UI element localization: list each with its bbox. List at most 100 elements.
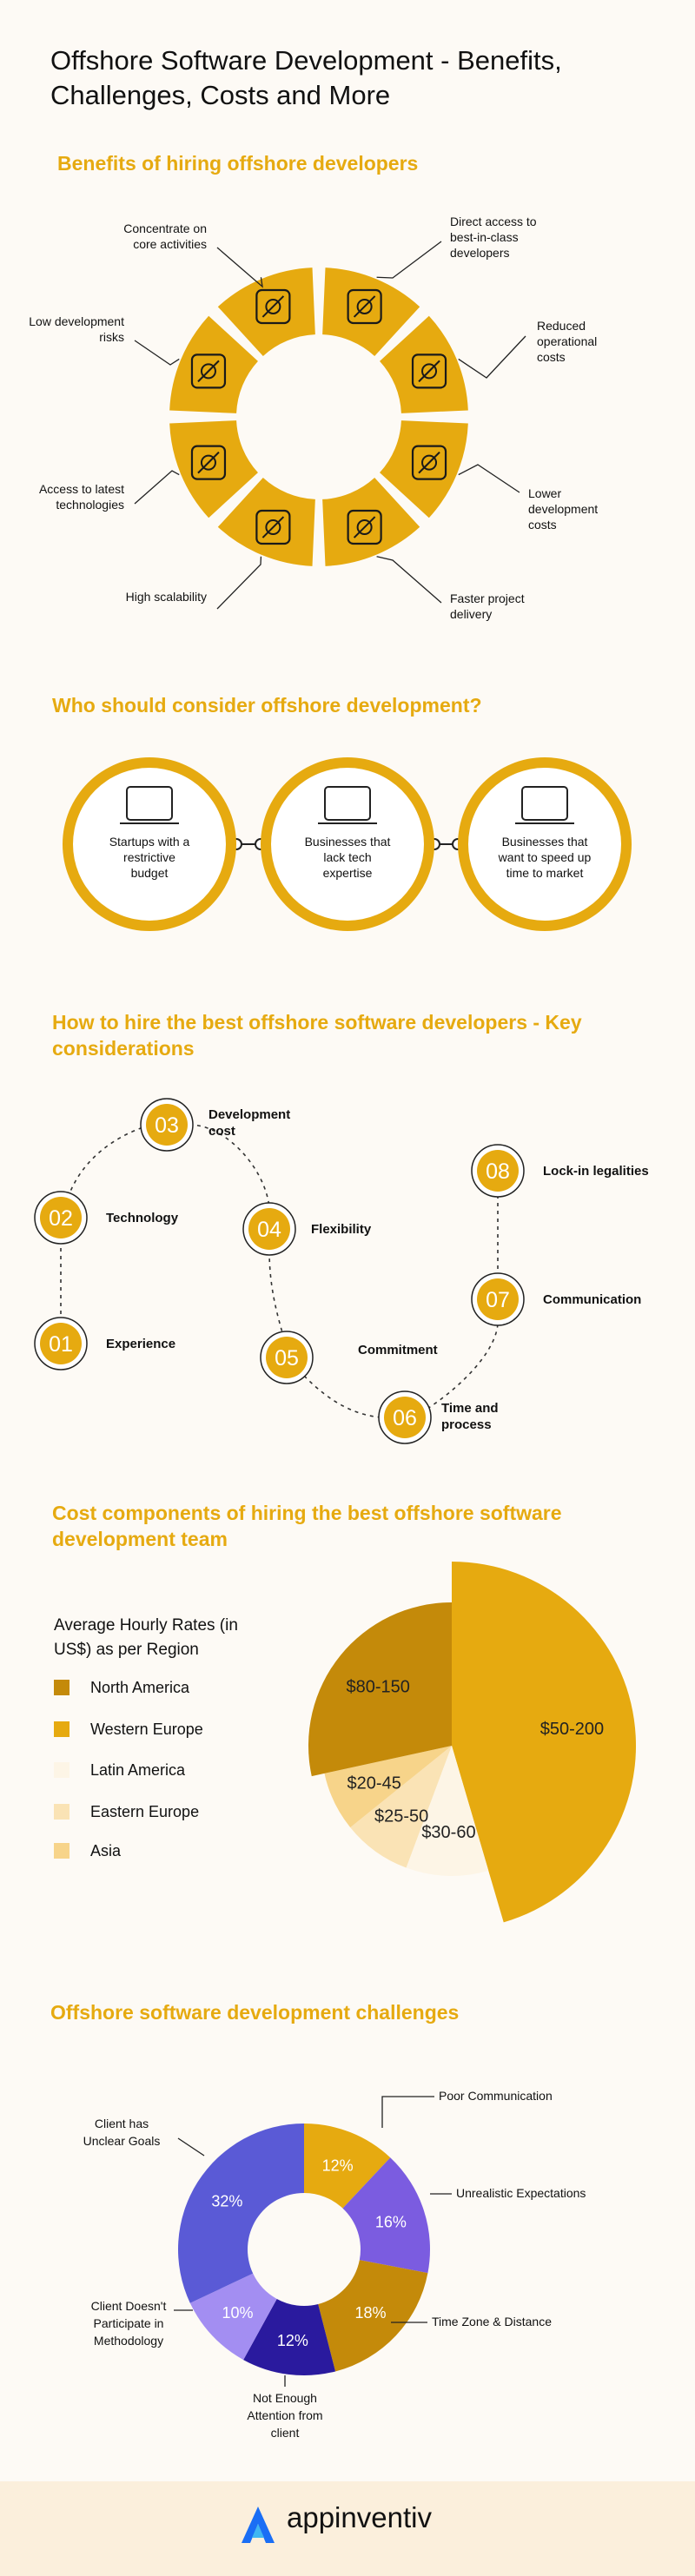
challenge-slice-2 <box>342 2157 430 2274</box>
challenge-category-1: Poor Communication <box>439 2089 553 2103</box>
benefit-label-3: Reduced operational costs <box>537 319 597 364</box>
benefit-segment-8 <box>169 315 258 413</box>
step-number-02: 02 <box>49 1206 73 1231</box>
challenge-category-4: Not Enough Attention from client <box>247 2391 322 2440</box>
benefits-heading: Benefits of hiring offshore developers <box>57 152 419 175</box>
who-label-2: Businesses that lack tech expertise <box>305 835 391 880</box>
cost-slice-4 <box>324 1746 452 1828</box>
cost-slice-label-5: $80-150 <box>347 1678 410 1697</box>
speedometer-icon <box>515 786 574 824</box>
step-badge-01 <box>40 1323 82 1364</box>
legend-label: Eastern Europe <box>90 1803 200 1820</box>
hire-dashed-path <box>60 1124 499 1418</box>
rocket-laptop-icon <box>120 786 179 824</box>
cost-slice-3 <box>350 1746 452 1868</box>
challenge-category-2: Unrealistic Expectations <box>456 2186 586 2200</box>
step-badge-04 <box>248 1208 290 1250</box>
legend-item: Western Europe <box>54 1721 203 1739</box>
cost-pie: $50-200 $30-60$25-50 $20-45 $80-150 <box>308 1562 636 1923</box>
step-number-04: 04 <box>257 1218 281 1242</box>
cost-slice-2 <box>406 1746 489 1876</box>
step-badge-06 <box>384 1397 426 1438</box>
cost-heading: Cost components of hiring the best offsh… <box>52 1502 562 1550</box>
legend-item: Asia <box>54 1842 121 1860</box>
door-enter-icon <box>190 445 227 480</box>
benefit-leader-3 <box>458 335 526 379</box>
step-label-03: Development cost <box>208 1107 290 1139</box>
legend-label: Western Europe <box>90 1721 203 1738</box>
benefit-label-8: Low development risks <box>29 314 124 344</box>
hire-heading: How to hire the best offshore software d… <box>52 1011 582 1060</box>
who-label-1: Startups with a restrictive budget <box>109 835 190 880</box>
challenge-slice-label-3: 18% <box>355 2304 387 2322</box>
hire-path: 01 Experience 02 Technology 03 Development cos… <box>34 1098 649 1444</box>
legend-label: North America <box>90 1679 190 1696</box>
challenges-heading: Offshore software development challenges <box>50 2001 460 2024</box>
challenge-category-6: Client has Unclear Goals <box>83 2117 161 2148</box>
legend-label: Latin America <box>90 1761 186 1779</box>
challenge-slice-label-2: 16% <box>375 2214 407 2231</box>
step-badge-05 <box>266 1337 308 1378</box>
who-heading: Who should consider offshore development… <box>52 694 482 717</box>
step-number-08: 08 <box>486 1159 510 1184</box>
challenge-leader-6 <box>177 2137 205 2157</box>
legend-item: Eastern Europe <box>54 1803 199 1821</box>
step-badge-02 <box>40 1197 82 1238</box>
step-label-05: Commitment <box>358 1343 438 1357</box>
step-label-07: Communication <box>543 1292 641 1307</box>
benefit-label-4: Lower development costs <box>528 486 598 532</box>
fast-clock-icon <box>347 509 382 545</box>
challenge-leader-1 <box>381 2096 434 2128</box>
challenge-slice-5 <box>189 2273 277 2361</box>
who-circle-3 <box>468 768 621 921</box>
cost-legend-title: Average Hourly Rates (in US$) as per Reg… <box>54 1616 238 1659</box>
benefit-leader-2 <box>376 241 442 279</box>
benefit-leader-7 <box>134 470 180 505</box>
step-label-02: Technology <box>106 1211 179 1225</box>
step-badge-07 <box>477 1278 519 1320</box>
page-title: Offshore Software Development - Benefits… <box>50 45 562 110</box>
legend-swatch <box>54 1804 70 1820</box>
benefit-label-7: Access to latest technologies <box>39 482 124 512</box>
benefit-segment-7 <box>169 420 258 519</box>
step-badge-08 <box>477 1150 519 1192</box>
benefit-leader-6 <box>216 556 262 610</box>
benefit-label-5: Faster project delivery <box>450 591 525 621</box>
who-circle-1 <box>73 768 226 921</box>
who-label-3: Businesses that want to speed up time to m… <box>498 835 592 880</box>
benefit-segment-1 <box>217 268 315 356</box>
step-badge-03 <box>146 1104 188 1146</box>
cost-slice-label-1: $50-200 <box>540 1720 604 1739</box>
benefit-leader-8 <box>134 340 180 366</box>
gears-icon <box>255 288 291 325</box>
appinventiv-logo-icon <box>242 2507 275 2543</box>
step-number-03: 03 <box>155 1113 179 1138</box>
legend-swatch <box>54 1721 70 1737</box>
benefit-segment-4 <box>380 420 468 519</box>
challenge-slice-3 <box>318 2260 428 2372</box>
step-label-04: Flexibility <box>311 1222 372 1237</box>
challenge-slice-6 <box>177 2124 304 2303</box>
challenge-category-5: Client Doesn't Participate in Methodology <box>91 2299 167 2348</box>
who-circles: Startups with a restrictive budget Business… <box>63 757 632 931</box>
challenge-slice-1 <box>304 2124 391 2209</box>
challenge-category-3: Time Zone & Distance <box>432 2315 552 2328</box>
building-icon <box>318 786 377 824</box>
legend-swatch <box>54 1762 70 1778</box>
challenge-slice-label-4: 12% <box>277 2332 308 2349</box>
benefit-segment-6 <box>217 478 315 566</box>
challenge-slice-label-1: 12% <box>322 2157 354 2174</box>
brand-name: appinventiv <box>287 2501 432 2533</box>
who-circle-2 <box>271 768 424 921</box>
benefit-leader-4 <box>458 464 520 493</box>
developer-icon <box>347 288 382 325</box>
cost-slice-1 <box>452 1562 636 1923</box>
cost-slice-label-4: $20-45 <box>348 1774 401 1793</box>
cost-slice-label-3: $25-50 <box>374 1807 428 1826</box>
step-number-06: 06 <box>393 1406 417 1430</box>
legend-swatch <box>54 1843 70 1859</box>
challenge-slice-label-5: 10% <box>222 2304 253 2322</box>
step-number-07: 07 <box>486 1288 510 1312</box>
cost-slice-5 <box>308 1602 452 1777</box>
step-number-01: 01 <box>49 1332 73 1357</box>
